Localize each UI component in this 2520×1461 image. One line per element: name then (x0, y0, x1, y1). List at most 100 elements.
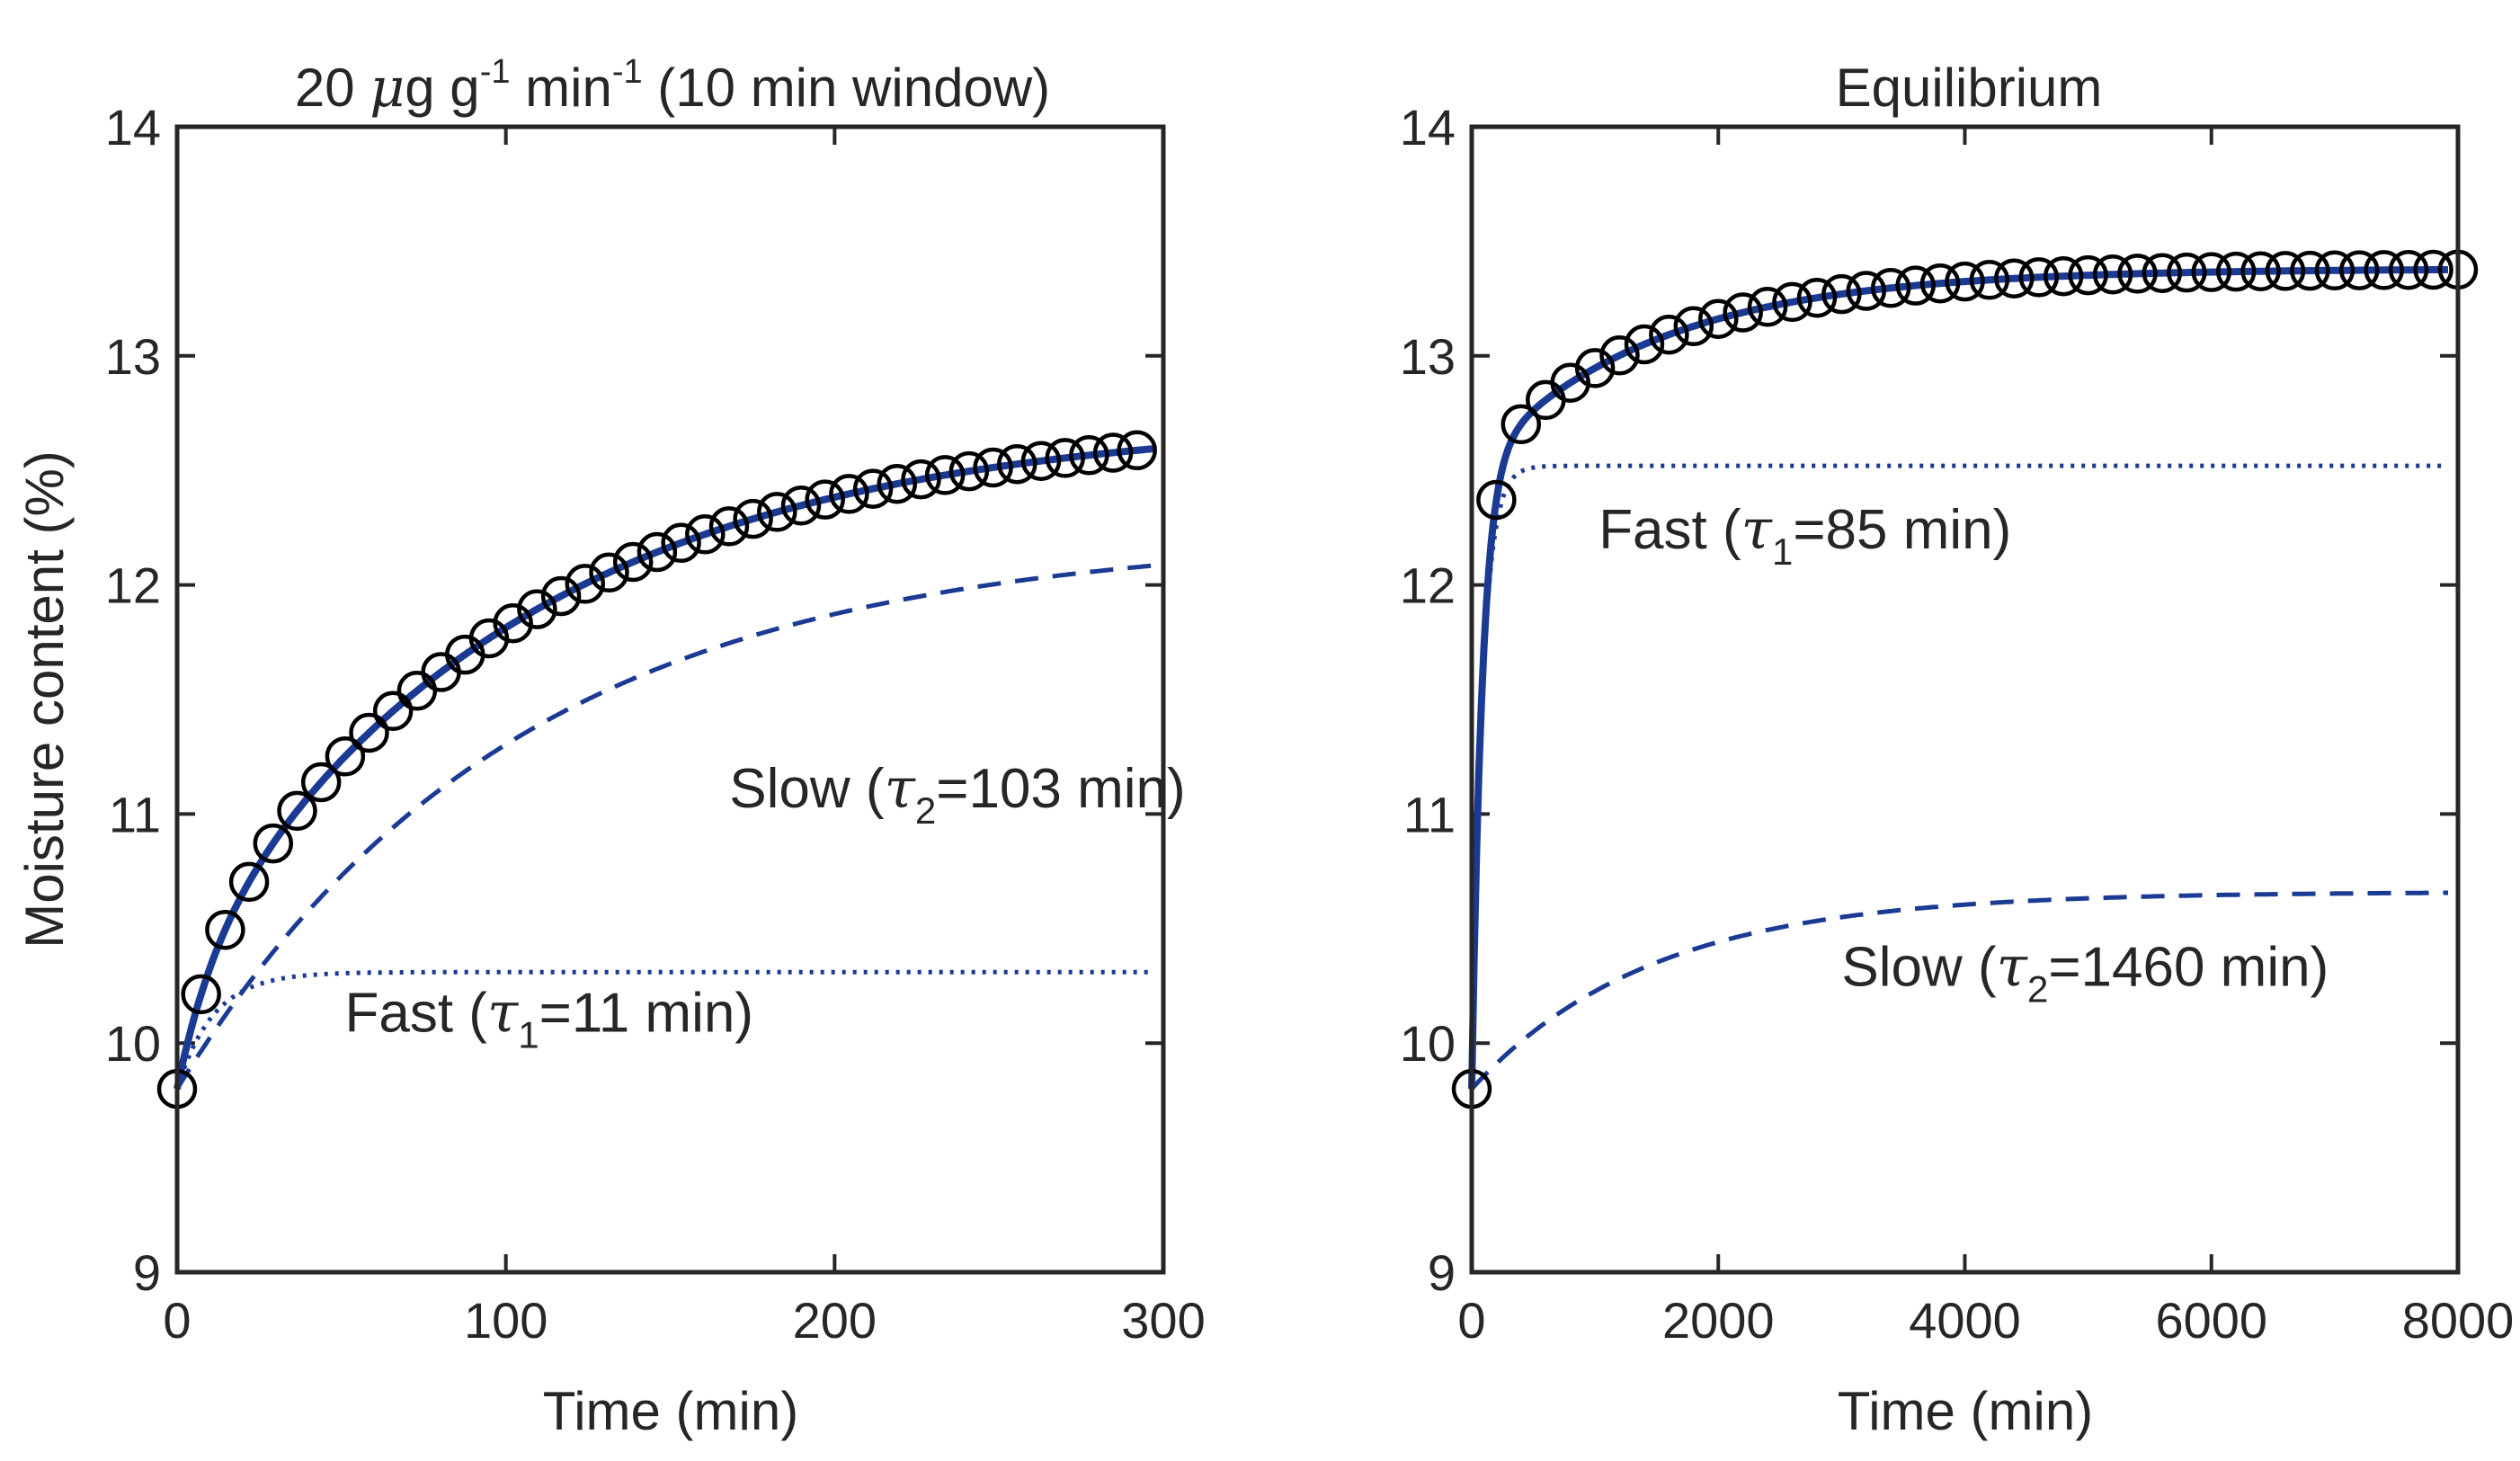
data-point (852, 468, 894, 509)
data-point (2314, 250, 2355, 291)
data-point (1045, 438, 1085, 478)
slow-component-line (1470, 890, 2448, 1091)
data-point (2364, 250, 2404, 290)
data-point (1649, 314, 1689, 355)
data-point (277, 790, 317, 832)
data-point (205, 909, 245, 950)
data-point (372, 690, 414, 732)
y-tick-label: 9 (1428, 1244, 1456, 1301)
data-point (757, 492, 797, 532)
data-point (1673, 306, 1714, 347)
plot-area-frame (1469, 124, 2461, 1275)
x-tick-labels: 0 100 200 300 (163, 1292, 1205, 1349)
panel-title: Equilibrium (1836, 58, 2103, 118)
x-tick-labels: 0 2000 4000 6000 8000 (1457, 1292, 2514, 1349)
data-point (829, 474, 869, 514)
annotation-slow: Slow (τ2=103 min) (729, 755, 1185, 832)
data-point (565, 564, 606, 604)
data-point (253, 823, 294, 864)
y-axis-label: Moisture content (%) (14, 450, 75, 949)
data-point (1846, 271, 1887, 311)
y-tick-labels: 9 10 11 12 13 14 (1400, 99, 1456, 1301)
y-tick-label: 14 (105, 99, 161, 156)
data-point (1698, 298, 1739, 339)
data-point (2339, 250, 2380, 290)
y-tick-label: 13 (105, 328, 161, 385)
data-point (1092, 432, 1134, 473)
data-point (901, 459, 941, 500)
data-point (300, 762, 342, 803)
data-point (2215, 251, 2257, 292)
data-point (1821, 273, 1862, 315)
data-point (733, 498, 773, 539)
data-point (2265, 251, 2306, 291)
data-point (805, 479, 845, 520)
data-point (2142, 253, 2183, 293)
y-tick-label: 11 (1403, 786, 1456, 842)
data-point (2018, 257, 2060, 298)
data-point (1895, 265, 1936, 306)
data-point (1117, 430, 1157, 471)
data-point (2092, 254, 2133, 295)
x-tick-label: 4000 (1909, 1292, 2021, 1349)
data-point (661, 522, 701, 564)
x-tick-label: 6000 (2155, 1292, 2267, 1349)
data-point (2117, 254, 2158, 294)
data-point (493, 602, 533, 644)
data-point (1624, 324, 1665, 365)
x-axis-label: Time (min) (1838, 1381, 2093, 1441)
y-tick-label: 10 (105, 1015, 161, 1072)
data-point (973, 447, 1013, 488)
y-tick-label: 11 (109, 786, 161, 842)
data-point (997, 443, 1037, 485)
data-point (2043, 255, 2084, 297)
x-tick-label: 100 (464, 1292, 548, 1349)
tick-marks (175, 125, 1165, 1274)
y-tick-label: 9 (133, 1244, 161, 1301)
data-point (2413, 249, 2453, 290)
data-point (877, 463, 918, 504)
data-point (612, 541, 654, 583)
data-point (1772, 281, 1812, 323)
x-tick-label: 300 (1121, 1292, 1205, 1349)
y-tick-label: 12 (105, 557, 161, 614)
measured-points (1451, 249, 2479, 1109)
data-point (1870, 268, 1911, 308)
data-point (780, 486, 822, 526)
x-axis-label: Time (min) (543, 1381, 798, 1441)
data-point (2290, 250, 2330, 291)
y-tick-label: 14 (1400, 99, 1456, 156)
x-tick-label: 0 (1457, 1292, 1485, 1349)
data-point (2388, 249, 2429, 290)
panel-equilibrium: Equilibrium 0 2000 4000 6000 8000 9 10 11 12 13 1… (1400, 58, 2515, 1441)
annotation-fast: Fast (τ1=11 min) (345, 980, 753, 1056)
data-point (181, 974, 221, 1015)
data-point (1994, 258, 2035, 298)
data-point (1969, 260, 2010, 300)
data-point (2191, 252, 2232, 292)
data-point (517, 589, 557, 629)
x-tick-label: 200 (793, 1292, 877, 1349)
data-point (1747, 287, 1788, 327)
data-point (228, 861, 270, 903)
panel-rate: 20 μg g-1 min-1 (10 min window) 0 100 200 3… (14, 53, 1206, 1441)
x-tick-label: 2000 (1662, 1292, 1775, 1349)
y-tick-label: 12 (1400, 557, 1456, 614)
data-point (1919, 263, 1961, 304)
y-tick-labels: 9 10 11 12 13 14 (105, 99, 161, 1301)
data-point (540, 575, 582, 617)
data-point (1476, 479, 1517, 521)
annotation-fast: Fast (τ1=85 min) (1598, 496, 2011, 573)
data-point (325, 736, 366, 777)
panel-title: 20 μg g-1 min-1 (10 min window) (295, 53, 1050, 120)
data-point (1796, 277, 1838, 318)
data-point (1069, 435, 1109, 476)
data-point (685, 514, 726, 555)
data-point (1574, 348, 1616, 388)
data-point (1599, 335, 1640, 376)
data-point (708, 506, 750, 547)
data-point (948, 450, 990, 492)
data-point (2167, 252, 2207, 293)
data-point (349, 712, 389, 753)
